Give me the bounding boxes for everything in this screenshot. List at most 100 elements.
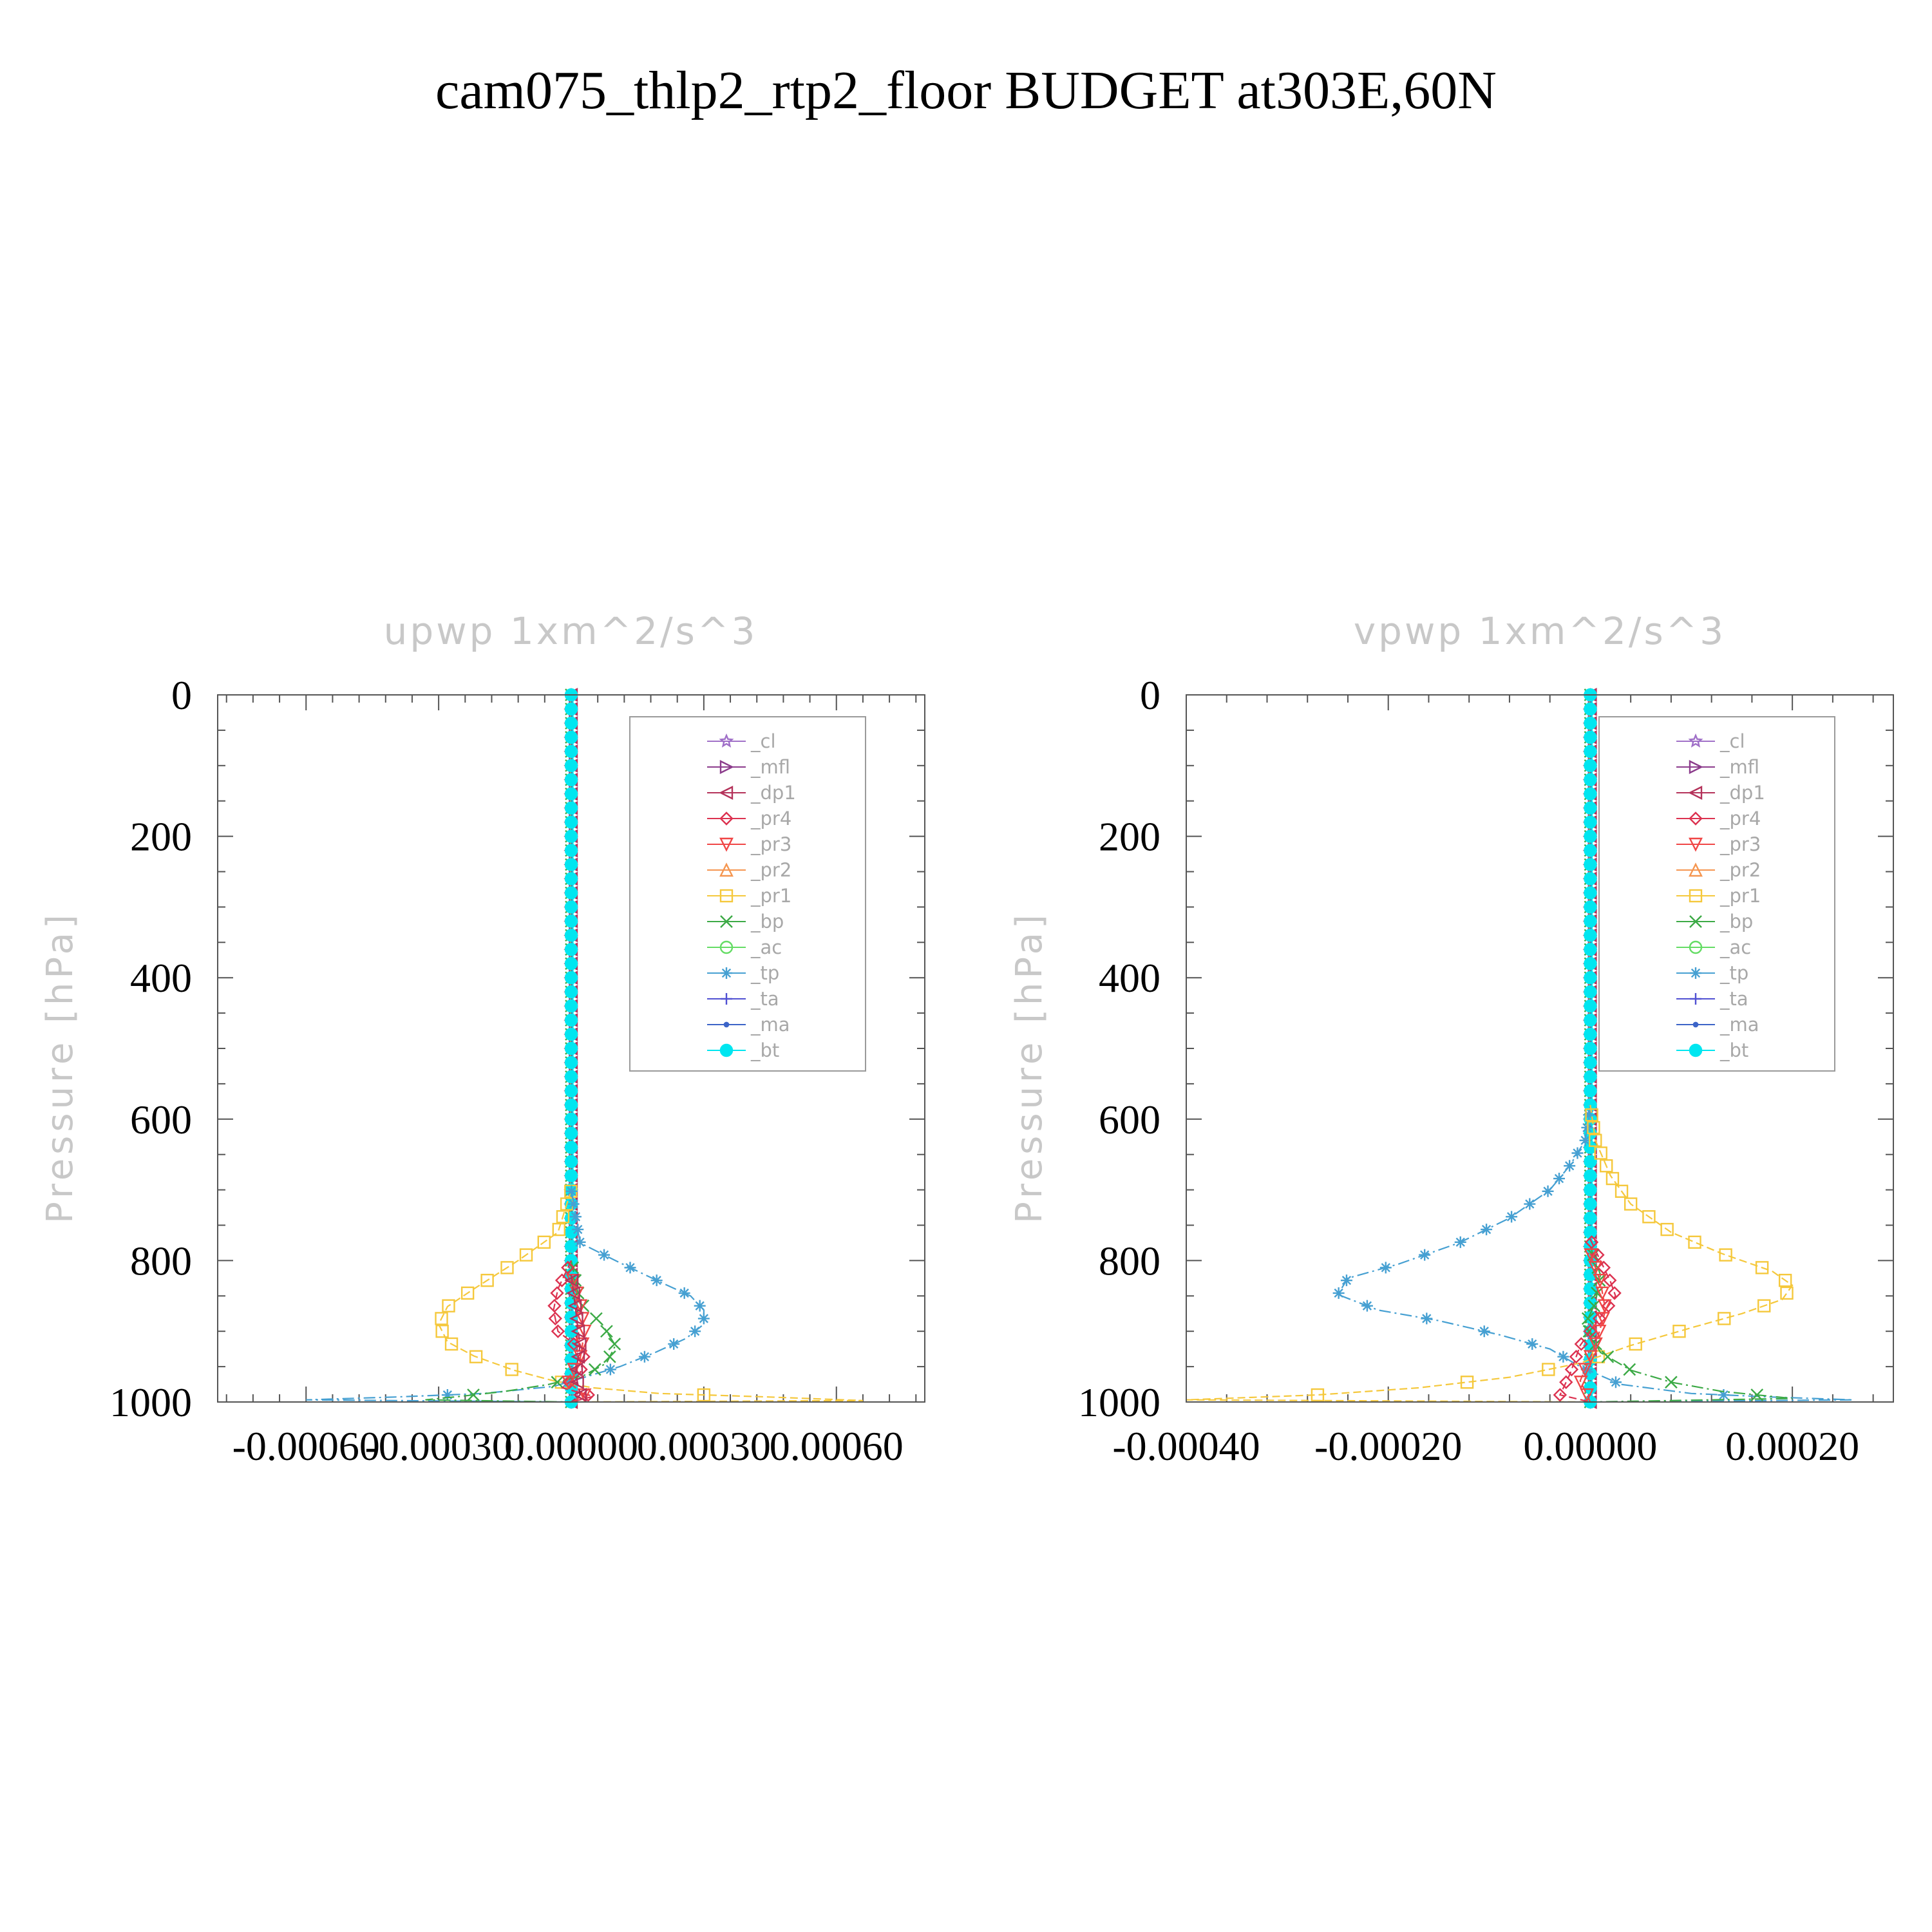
vpwp-series-marker bbox=[1571, 1147, 1584, 1159]
upwp-zero-marker bbox=[564, 1141, 578, 1154]
vpwp-y-tick-label: 1000 bbox=[1078, 1379, 1160, 1425]
vpwp-series-marker bbox=[1588, 1261, 1603, 1276]
upwp-zero-marker bbox=[564, 716, 578, 730]
upwp-series-marker bbox=[694, 1300, 706, 1312]
upwp-x-tick-label: 0.00060 bbox=[770, 1423, 904, 1469]
vpwp-series-marker bbox=[1592, 1324, 1607, 1339]
vpwp-zero-marker bbox=[1584, 985, 1597, 999]
vpwp-zero-marker bbox=[1584, 773, 1597, 786]
upwp-series-marker bbox=[562, 1375, 576, 1389]
upwp-series-marker bbox=[571, 1349, 585, 1364]
vpwp-series-marker bbox=[1526, 1338, 1539, 1350]
upwp-legend-marker bbox=[721, 993, 732, 1005]
vpwp-series-marker bbox=[1379, 1262, 1392, 1274]
upwp-series-marker bbox=[569, 1375, 584, 1390]
vpwp-series-marker bbox=[1642, 1210, 1656, 1224]
vpwp-zero-marker bbox=[1584, 1282, 1597, 1296]
vpwp-legend-label: _tp bbox=[1719, 962, 1748, 984]
upwp-series-marker bbox=[573, 1388, 587, 1402]
vpwp-plot-frame bbox=[1186, 694, 1894, 1403]
vpwp-series-line bbox=[1336, 1104, 1853, 1403]
upwp-zero-marker bbox=[564, 730, 578, 744]
upwp-legend: _cl _mfl _dp1 _pr4 _pr3 _pr2 _pr1 _bp _ac _tp _ta _… bbox=[629, 716, 866, 1072]
vpwp-legend-marker bbox=[1689, 889, 1703, 903]
vpwp-data-lines bbox=[1186, 688, 1853, 1409]
vpwp-series-marker bbox=[1718, 1389, 1730, 1401]
vpwp-series-marker bbox=[1340, 1274, 1352, 1287]
vpwp-series-marker bbox=[1688, 1235, 1701, 1249]
upwp-series-marker bbox=[561, 1260, 575, 1275]
vpwp-legend-marker bbox=[1689, 811, 1703, 826]
upwp-legend-marker bbox=[719, 811, 734, 826]
vpwp-series-marker bbox=[1581, 1312, 1595, 1325]
vpwp-zero-marker bbox=[1584, 787, 1597, 800]
vpwp-series-marker bbox=[1755, 1261, 1769, 1274]
upwp-x-tick-label: -0.00060 bbox=[232, 1423, 380, 1469]
upwp-legend-label: _cl bbox=[750, 730, 776, 752]
vpwp-series-marker bbox=[1361, 1300, 1373, 1312]
vpwp-series-marker bbox=[1553, 1388, 1567, 1402]
upwp-legend-marker bbox=[721, 967, 732, 979]
upwp-zero-marker bbox=[564, 1169, 578, 1182]
upwp-series-marker bbox=[460, 1286, 475, 1300]
vpwp-series-marker bbox=[1578, 1363, 1593, 1378]
vpwp-series-marker bbox=[1596, 1312, 1611, 1327]
upwp-zero-marker bbox=[564, 1013, 578, 1027]
upwp-series-marker bbox=[548, 1311, 562, 1326]
upwp-zero-marker bbox=[564, 844, 578, 857]
upwp-zero-marker bbox=[564, 900, 578, 914]
vpwp-legend-label: _ma bbox=[1719, 1014, 1759, 1036]
upwp-legend-label: _pr2 bbox=[750, 859, 791, 881]
vpwp-legend-marker bbox=[1690, 993, 1701, 1005]
upwp-series-marker bbox=[598, 1249, 611, 1261]
vpwp-zero-marker bbox=[1584, 1211, 1597, 1225]
upwp-legend-marker bbox=[719, 889, 734, 903]
upwp-series-marker bbox=[519, 1248, 533, 1262]
upwp-legend-box bbox=[629, 716, 866, 1072]
vpwp-series-marker bbox=[1332, 1287, 1345, 1299]
vpwp-zero-marker bbox=[1584, 1041, 1597, 1056]
vpwp-series-marker bbox=[1584, 1235, 1599, 1249]
vpwp-legend-label: _bt bbox=[1719, 1039, 1748, 1061]
upwp-y-tick-label: 0 bbox=[171, 672, 192, 718]
upwp-series-marker bbox=[469, 1350, 483, 1363]
upwp-legend-label: _bp bbox=[750, 911, 784, 933]
vpwp-zero-marker bbox=[1584, 829, 1597, 843]
vpwp-ticks: 0 200 400 600 800 1000-0.00040 -0.00020 0.00000… bbox=[1078, 672, 1893, 1469]
upwp-series-marker bbox=[569, 1311, 583, 1326]
vpwp-legend-marker bbox=[1692, 1021, 1699, 1028]
upwp-series-marker bbox=[588, 1363, 601, 1376]
upwp-zero-marker bbox=[564, 929, 578, 942]
upwp-zero-marker bbox=[564, 801, 578, 815]
upwp-zero-marker bbox=[564, 1027, 578, 1041]
vpwp-series-marker bbox=[1672, 1324, 1686, 1338]
upwp-legend-marker bbox=[719, 760, 734, 774]
upwp-series-marker bbox=[689, 1325, 701, 1338]
vpwp-zero-marker bbox=[1584, 1155, 1597, 1168]
upwp-series-marker bbox=[441, 1389, 453, 1401]
upwp-series-marker bbox=[574, 1236, 586, 1248]
vpwp-legend-label: _pr2 bbox=[1719, 859, 1761, 881]
vpwp-zero-marker bbox=[1584, 1169, 1597, 1182]
vpwp-zero-marker bbox=[1584, 730, 1597, 744]
upwp-series-marker bbox=[624, 1262, 636, 1274]
vpwp-legend-label: _pr3 bbox=[1719, 833, 1761, 855]
upwp-legend-marker bbox=[719, 1043, 734, 1057]
vpwp-zero-marker bbox=[1584, 844, 1597, 857]
upwp-x-tick-label: 0.00000 bbox=[504, 1423, 638, 1469]
vpwp-legend: _cl _mfl _dp1 _pr4 _pr3 _pr2 _pr1 _bp _ac _tp _ta _… bbox=[1598, 716, 1835, 1072]
vpwp-series-marker bbox=[1585, 1108, 1598, 1122]
upwp-series-marker bbox=[572, 1337, 587, 1351]
vpwp-legend-label: _pr1 bbox=[1719, 885, 1761, 907]
upwp-series-marker bbox=[567, 1198, 580, 1210]
vpwp-series-marker bbox=[1579, 1134, 1591, 1146]
vpwp-zero-marker bbox=[1584, 1056, 1597, 1070]
upwp-series-marker bbox=[650, 1274, 663, 1287]
vpwp-series-marker bbox=[1573, 1376, 1588, 1390]
vpwp-zero-marker bbox=[1584, 1226, 1597, 1239]
vpwp-zero-marker bbox=[1584, 1197, 1597, 1211]
upwp-series-marker bbox=[565, 1185, 578, 1197]
vpwp-series-marker bbox=[1600, 1159, 1613, 1173]
upwp-zero-marker bbox=[564, 872, 578, 886]
